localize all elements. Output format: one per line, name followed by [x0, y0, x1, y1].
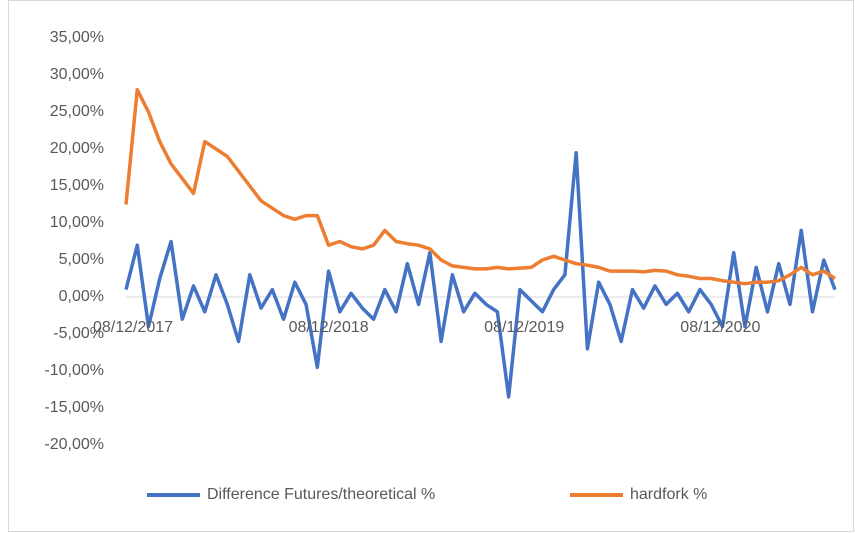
legend-label: hardfork % [630, 486, 707, 503]
x-tick-label: 08/12/2017 [93, 319, 173, 336]
y-tick-label: 15,00% [50, 177, 104, 194]
y-tick-label: -10,00% [44, 362, 104, 379]
y-tick-label: 10,00% [50, 214, 104, 231]
y-tick-label: -15,00% [44, 399, 104, 416]
y-tick-label: 20,00% [50, 140, 104, 157]
x-tick-label: 08/12/2020 [680, 319, 760, 336]
x-tick-label: 08/12/2018 [289, 319, 369, 336]
legend-label: Difference Futures/theoretical % [207, 486, 435, 503]
y-tick-label: 0,00% [59, 288, 104, 305]
y-tick-label: 25,00% [50, 103, 104, 120]
series-line [124, 150, 837, 399]
x-tick-label: 08/12/2019 [484, 319, 564, 336]
y-tick-label: 5,00% [59, 251, 104, 268]
y-tick-label: -20,00% [44, 436, 104, 453]
y-tick-label: 35,00% [50, 29, 104, 46]
y-tick-label: -5,00% [53, 325, 104, 342]
series-line [124, 88, 836, 286]
y-tick-label: 30,00% [50, 66, 104, 83]
